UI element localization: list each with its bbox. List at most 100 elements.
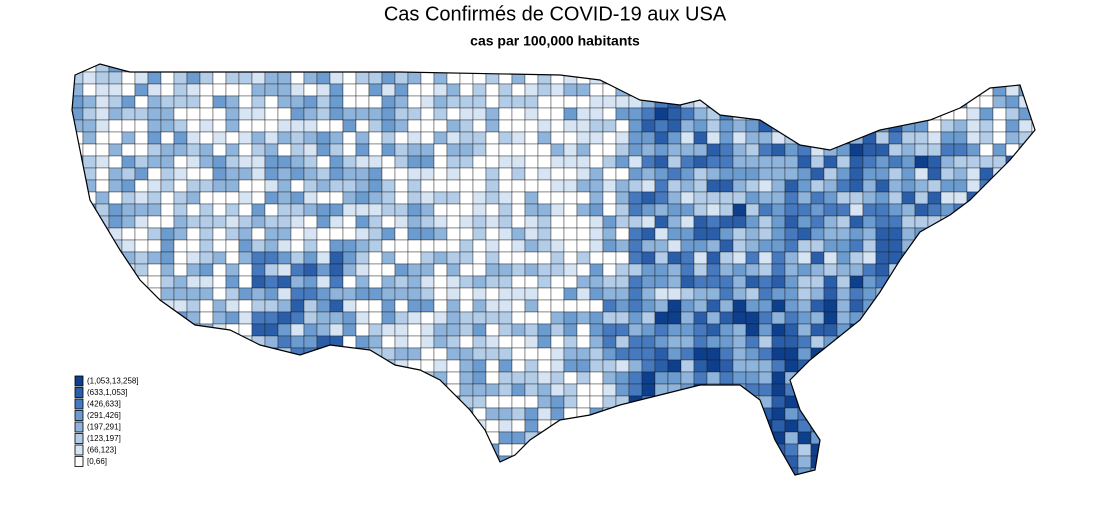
county: [836, 443, 851, 457]
county: [641, 335, 656, 349]
county: [173, 407, 188, 421]
county: [979, 191, 994, 205]
county: [940, 323, 955, 337]
county: [147, 263, 162, 277]
county: [758, 335, 773, 349]
county: [511, 335, 526, 349]
county: [160, 119, 175, 133]
county: [459, 131, 474, 145]
county: [602, 155, 617, 169]
county: [72, 227, 84, 241]
county: [602, 179, 617, 193]
county: [420, 203, 435, 217]
county: [1018, 251, 1033, 265]
county: [72, 215, 84, 229]
legend-label: (66,123]: [87, 446, 116, 455]
county: [95, 119, 110, 133]
county: [121, 443, 136, 457]
county: [563, 383, 578, 397]
county: [1018, 299, 1033, 313]
county: [316, 455, 331, 469]
county: [602, 167, 617, 181]
county: [693, 83, 708, 97]
county: [446, 455, 461, 469]
county: [1018, 263, 1033, 277]
county: [784, 419, 799, 433]
county: [940, 131, 955, 145]
county: [888, 299, 903, 313]
county: [628, 167, 643, 181]
county: [394, 419, 409, 433]
county: [875, 335, 890, 349]
county: [875, 131, 890, 145]
county: [147, 275, 162, 289]
county: [173, 335, 188, 349]
county: [797, 287, 812, 301]
county: [1005, 131, 1020, 145]
county: [719, 95, 734, 109]
county: [277, 467, 292, 475]
county: [485, 323, 500, 337]
county: [134, 64, 149, 73]
county: [784, 287, 799, 301]
county: [238, 443, 253, 457]
county: [1018, 239, 1033, 253]
county: [667, 107, 682, 121]
county: [420, 263, 435, 277]
county: [823, 167, 838, 181]
county: [277, 64, 292, 73]
county: [251, 155, 266, 169]
county: [576, 167, 591, 181]
county: [316, 323, 331, 337]
county: [732, 383, 747, 397]
county: [329, 143, 344, 157]
county: [225, 239, 240, 253]
county: [459, 143, 474, 157]
county: [199, 107, 214, 121]
county: [654, 263, 669, 277]
county: [641, 179, 656, 193]
county: [979, 371, 994, 385]
county: [615, 239, 630, 253]
county: [173, 443, 188, 457]
county: [771, 203, 786, 217]
county: [238, 64, 253, 73]
county: [563, 275, 578, 289]
county: [524, 227, 539, 241]
county: [693, 311, 708, 325]
county: [225, 155, 240, 169]
county: [524, 383, 539, 397]
county: [550, 83, 565, 97]
county: [966, 191, 981, 205]
county: [420, 335, 435, 349]
county: [1018, 227, 1033, 241]
county: [680, 251, 695, 265]
county: [1005, 107, 1020, 121]
county: [745, 83, 760, 97]
county: [654, 227, 669, 241]
county: [888, 83, 903, 97]
county: [914, 359, 929, 373]
county: [1005, 371, 1020, 385]
county: [836, 335, 851, 349]
county: [1005, 203, 1020, 217]
county: [1031, 191, 1035, 205]
county: [173, 299, 188, 313]
county: [680, 287, 695, 301]
county: [953, 371, 968, 385]
county: [290, 191, 305, 205]
county: [108, 71, 123, 85]
county: [615, 155, 630, 169]
county: [602, 95, 617, 109]
county: [511, 179, 526, 193]
county: [641, 131, 656, 145]
county: [342, 311, 357, 325]
county: [875, 359, 890, 373]
county: [615, 323, 630, 337]
county: [810, 239, 825, 253]
county: [368, 179, 383, 193]
county: [797, 203, 812, 217]
county: [329, 203, 344, 217]
county: [797, 155, 812, 169]
